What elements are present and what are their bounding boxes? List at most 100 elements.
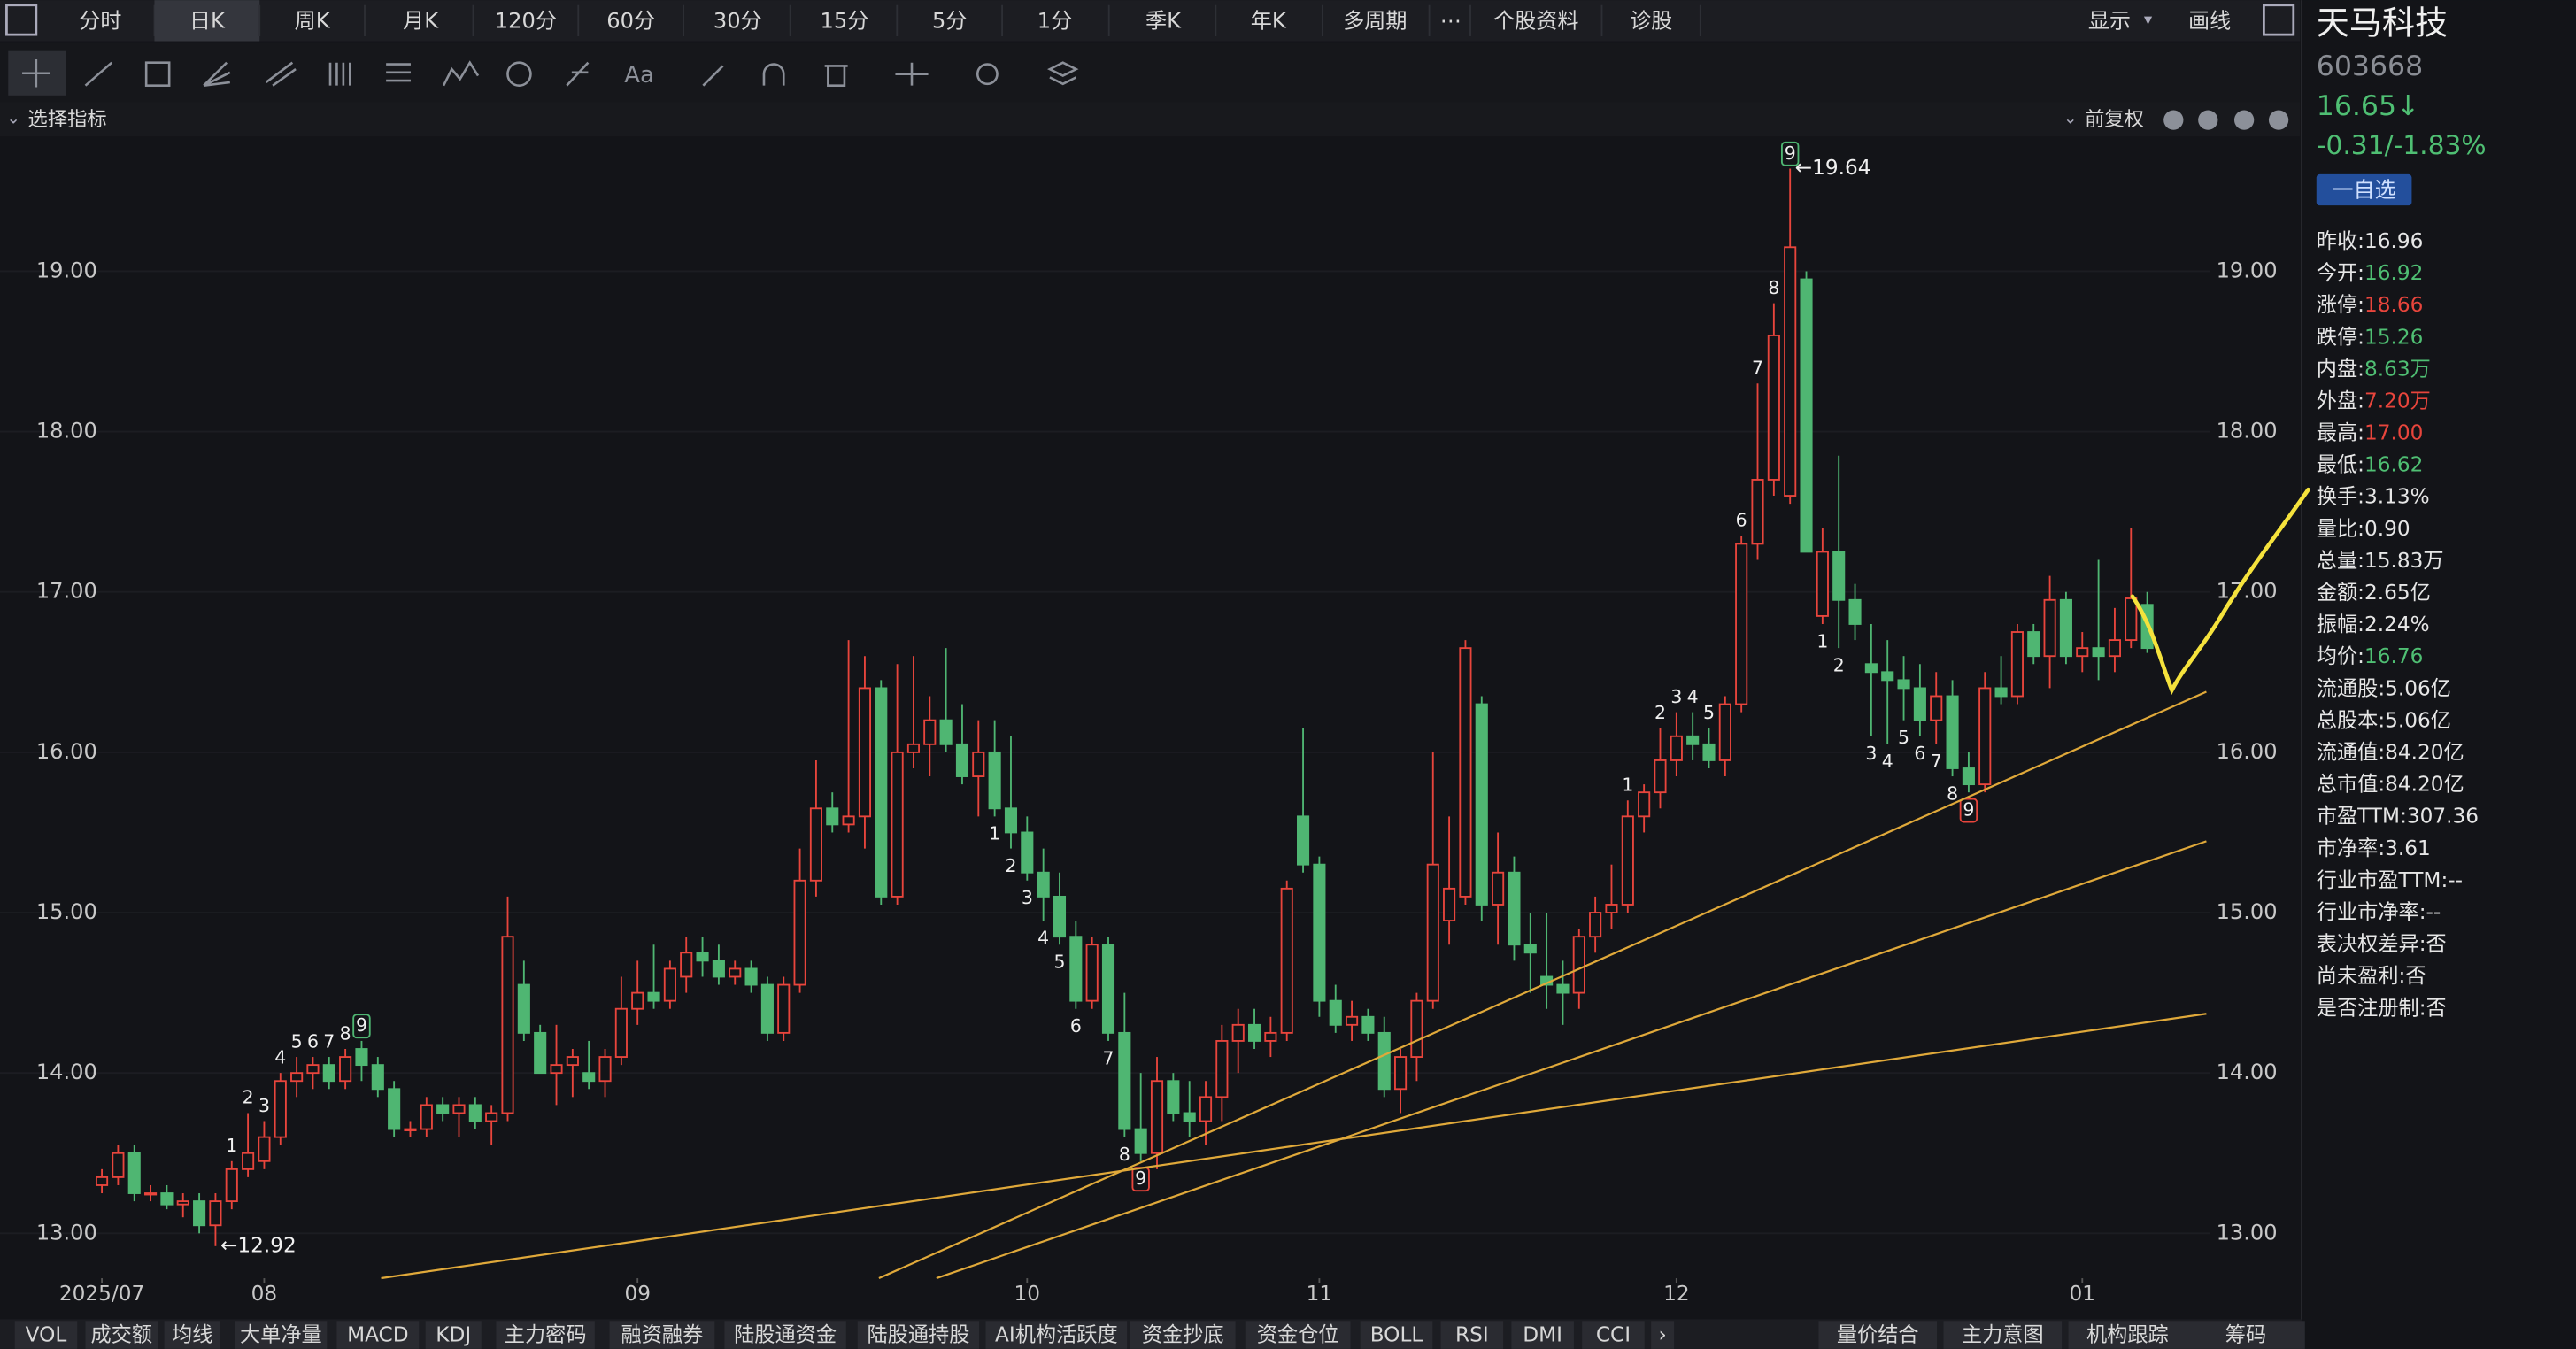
toolbar-button[interactable]: 画线 xyxy=(2188,8,2231,33)
candle-body xyxy=(225,1168,238,1203)
y-tick-label: 16.00 xyxy=(36,739,97,764)
stat-row: 振幅:2.24% xyxy=(2317,613,2430,636)
period-tab[interactable]: 60分 xyxy=(606,8,655,33)
indicator-tab[interactable]: 陆股通资金 xyxy=(734,1322,837,1346)
period-tab[interactable]: 多周期 xyxy=(1343,8,1407,33)
candle-body xyxy=(1848,598,1862,625)
period-tab[interactable]: 季K xyxy=(1145,8,1182,33)
sidebar-toggle[interactable] xyxy=(5,4,38,36)
indicator-tab[interactable]: 主力密码 xyxy=(505,1322,587,1346)
indicator-tab[interactable]: AI机构活跃度 xyxy=(995,1322,1118,1346)
indicator-tab[interactable]: MACD xyxy=(347,1322,409,1346)
candle-body xyxy=(988,751,1001,810)
tool-rect[interactable] xyxy=(144,61,171,87)
indicator-tab[interactable]: CCI xyxy=(1596,1322,1631,1346)
candle-body xyxy=(550,1064,563,1075)
trend-line[interactable] xyxy=(936,840,2207,1280)
trend-line[interactable] xyxy=(878,690,2207,1280)
candle-body xyxy=(2076,647,2089,658)
stock-name: 天马科技 xyxy=(2317,4,2448,42)
stat-label: 量比: xyxy=(2317,516,2364,540)
y-tick-label-right: 17.00 xyxy=(2217,579,2278,604)
toolbar-button[interactable]: 显示 xyxy=(2088,8,2131,33)
stat-label: 最低: xyxy=(2317,452,2364,476)
tool-delete[interactable] xyxy=(824,65,848,87)
indicator-tab[interactable]: KDJ xyxy=(436,1322,471,1346)
indicator-tab[interactable]: DMI xyxy=(1523,1322,1562,1346)
stat-value: 2.24% xyxy=(2364,613,2430,636)
stat-label: 市净率: xyxy=(2317,836,2385,860)
period-tab[interactable]: 诊股 xyxy=(1630,8,1672,33)
period-tab[interactable]: 日K xyxy=(189,8,226,33)
tool-fib[interactable] xyxy=(386,63,411,82)
indicator-tab[interactable]: BOLL xyxy=(1370,1322,1423,1346)
trend-line[interactable] xyxy=(381,1013,2207,1280)
tool-text[interactable]: Aa xyxy=(624,62,654,89)
indicator-tab[interactable]: 大单净量 xyxy=(240,1322,322,1346)
trend-lines xyxy=(381,690,2207,1280)
period-tab[interactable]: 5分 xyxy=(932,8,967,33)
panel-tab[interactable]: 主力意图 xyxy=(1962,1322,2044,1346)
panel-tab[interactable]: 筹码 xyxy=(2225,1322,2266,1346)
indicator-tab[interactable]: 均线 xyxy=(172,1322,212,1346)
tool-pen[interactable] xyxy=(702,65,724,87)
stat-row: 均价:16.76 xyxy=(2317,644,2424,668)
tool-magnet[interactable] xyxy=(762,63,785,86)
stat-value: 否 xyxy=(2426,996,2447,1020)
tool-gann[interactable] xyxy=(566,61,590,87)
period-tab[interactable]: 30分 xyxy=(713,8,762,33)
period-tab[interactable]: 周K xyxy=(295,8,331,33)
panel-toggle[interactable] xyxy=(2262,4,2295,36)
candle-body xyxy=(1459,647,1472,898)
stat-row: 内盘:8.63万 xyxy=(2317,357,2431,381)
period-tab[interactable]: 年K xyxy=(1251,8,1287,33)
bottom-tab-bg xyxy=(1245,1321,1351,1349)
ui-layer: 分时 日K 周K 月K 120分 60分 30分 15分 5分 1分 季K 年K 多周期 ⋯ 个股资料 诊股 显… xyxy=(14,0,2487,1349)
candle-body xyxy=(290,1072,304,1083)
shrink[interactable] xyxy=(2233,110,2255,130)
period-tab[interactable]: ⋯ xyxy=(1440,8,1462,33)
tool-cycle[interactable] xyxy=(506,61,532,87)
candle-body xyxy=(582,1072,596,1083)
panel-tab[interactable]: 量价结合 xyxy=(1837,1322,1919,1346)
bottom-tab-bg xyxy=(609,1321,715,1349)
watchlist-label[interactable]: 一自选 xyxy=(2332,177,2395,202)
candle-body xyxy=(939,719,953,745)
tool-settings[interactable] xyxy=(976,63,999,86)
indicator-tab[interactable]: RSI xyxy=(1455,1322,1489,1346)
adjust-mode[interactable]: 前复权 xyxy=(2085,108,2144,131)
period-tab[interactable]: 月K xyxy=(403,8,439,33)
watchlist-button[interactable] xyxy=(2316,173,2412,206)
select-indicator[interactable]: 选择指标 xyxy=(28,108,107,131)
tool-wave[interactable] xyxy=(442,60,480,87)
indicator-tab[interactable]: 陆股通持股 xyxy=(867,1322,969,1346)
tool-line[interactable] xyxy=(84,61,113,87)
indicator-tab[interactable]: 融资融券 xyxy=(621,1322,704,1346)
tool-move[interactable] xyxy=(895,62,929,86)
period-tab[interactable]: 1分 xyxy=(1037,8,1072,33)
tool-fan[interactable] xyxy=(203,61,231,87)
tool-cross[interactable] xyxy=(22,58,50,88)
indicator-tab[interactable]: 资金仓位 xyxy=(1257,1322,1339,1346)
indicator-tab[interactable]: VOL xyxy=(26,1322,67,1346)
tool-layers[interactable] xyxy=(1046,61,1079,86)
indicator-tab[interactable]: › xyxy=(1658,1322,1666,1346)
period-tab[interactable]: 分时 xyxy=(79,8,121,33)
indicator-tab[interactable]: 成交额 xyxy=(91,1322,153,1346)
candle-body xyxy=(1021,831,1034,874)
stat-value: 84.20亿 xyxy=(2385,772,2464,796)
stat-value: 3.61 xyxy=(2385,836,2431,860)
period-tab[interactable]: 15分 xyxy=(821,8,869,33)
zoom-out[interactable] xyxy=(2163,110,2184,130)
period-tab[interactable]: 个股资料 xyxy=(1493,8,1578,33)
period-tab[interactable]: 120分 xyxy=(495,8,557,33)
tool-channel[interactable] xyxy=(265,61,297,87)
indicator-tab[interactable]: 资金抄底 xyxy=(1142,1322,1224,1346)
stat-label: 跌停: xyxy=(2317,325,2364,349)
candle-body xyxy=(891,751,904,898)
chart-settings[interactable] xyxy=(2268,110,2289,130)
zoom-in[interactable] xyxy=(2198,110,2218,130)
td-count: 6 xyxy=(1914,743,1925,764)
panel-tab[interactable]: 机构跟踪 xyxy=(2086,1322,2169,1346)
tool-period[interactable] xyxy=(328,62,351,86)
